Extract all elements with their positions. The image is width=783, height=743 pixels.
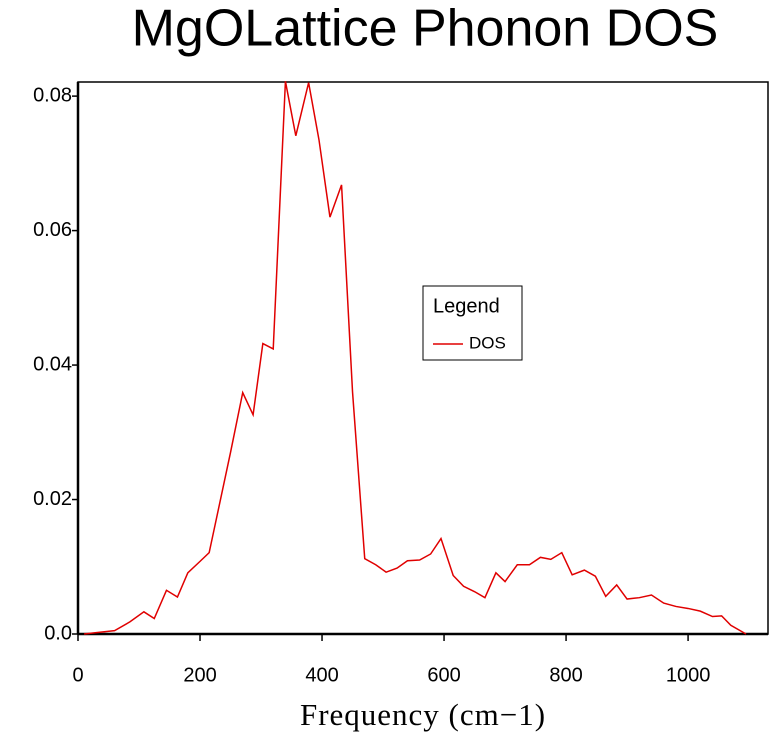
x-tick-label: 1000	[666, 664, 711, 686]
y-tick-label: 0.0	[44, 622, 72, 644]
x-tick-label: 0	[72, 664, 83, 686]
y-tick-label: 0.08	[33, 84, 72, 106]
x-axis-label: Frequency (cm−1)	[300, 697, 546, 732]
legend-title: Legend	[433, 295, 500, 317]
x-tick-label: 600	[427, 664, 460, 686]
data-line	[84, 81, 747, 635]
chart-title: MgOLattice Phonon DOS	[132, 0, 719, 58]
x-tick-label: 400	[305, 664, 338, 686]
legend-box	[422, 285, 523, 361]
legend-label: DOS	[469, 333, 506, 352]
legend: Legend DOS	[422, 285, 523, 361]
y-tick-label: 0.04	[33, 353, 72, 375]
x-tick-label: 200	[183, 664, 216, 686]
y-tick-label: 0.06	[33, 219, 72, 241]
x-tick-label: 800	[549, 664, 582, 686]
y-tick-label: 0.02	[33, 488, 72, 510]
